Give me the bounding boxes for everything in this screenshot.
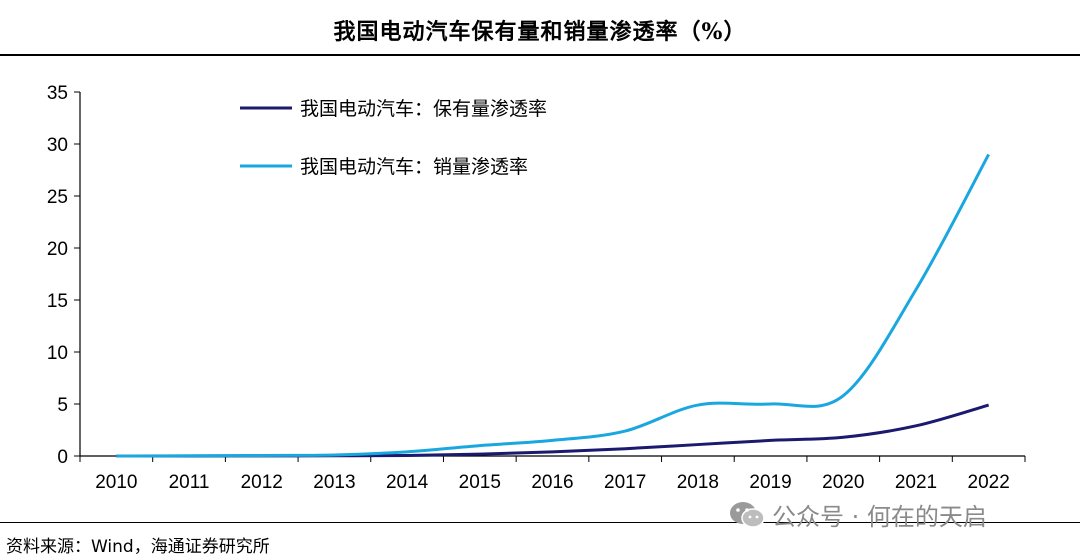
watermark-text: 公众号 · 何在的天启 [772,503,987,531]
x-tick-label: 2010 [95,472,137,493]
y-tick-label: 25 [47,187,68,208]
series-group [116,153,990,458]
legend-label-1: 我国电动汽车：保有量渗透率 [300,98,547,120]
watermark: 公众号 · 何在的天启 [728,497,987,532]
wechat-icon [730,501,765,528]
legend-label-2: 我国电动汽车：销量渗透率 [300,156,528,178]
series-line-2 [116,153,990,458]
line-chart: 0 5 10 15 20 25 30 35 2010 2011 2012 2013 2014 2015 20… [47,83,1026,493]
y-tick-label: 35 [47,83,68,104]
x-tick-label: 2014 [386,472,429,493]
y-tick-label: 10 [47,343,68,364]
x-tick-label: 2015 [459,472,501,493]
title-rule [0,54,1080,56]
series-line-1 [116,403,990,458]
source-note: 资料来源：Wind，海通证券研究所 [6,537,270,557]
y-tick-label: 15 [47,291,68,312]
y-tick-label: 5 [57,395,68,416]
x-tick-label: 2011 [169,472,210,493]
footer-rule [0,522,1080,523]
y-tick-label: 30 [47,135,68,156]
x-tick-label: 2013 [313,472,355,493]
x-tick-label: 2021 [895,472,937,493]
x-tick-label: 2017 [604,472,646,493]
x-tick-label: 2020 [822,472,864,493]
y-tick-label: 20 [47,239,68,260]
x-tick-label: 2016 [531,472,573,493]
x-tick-label: 2019 [749,472,791,493]
x-tick-label: 2012 [241,472,283,493]
y-tick-label: 0 [57,447,68,468]
x-tick-label: 2018 [677,472,719,493]
x-tick-label: 2022 [968,472,1010,493]
chart-title: 我国电动汽车保有量和销量渗透率（%） [333,19,747,45]
